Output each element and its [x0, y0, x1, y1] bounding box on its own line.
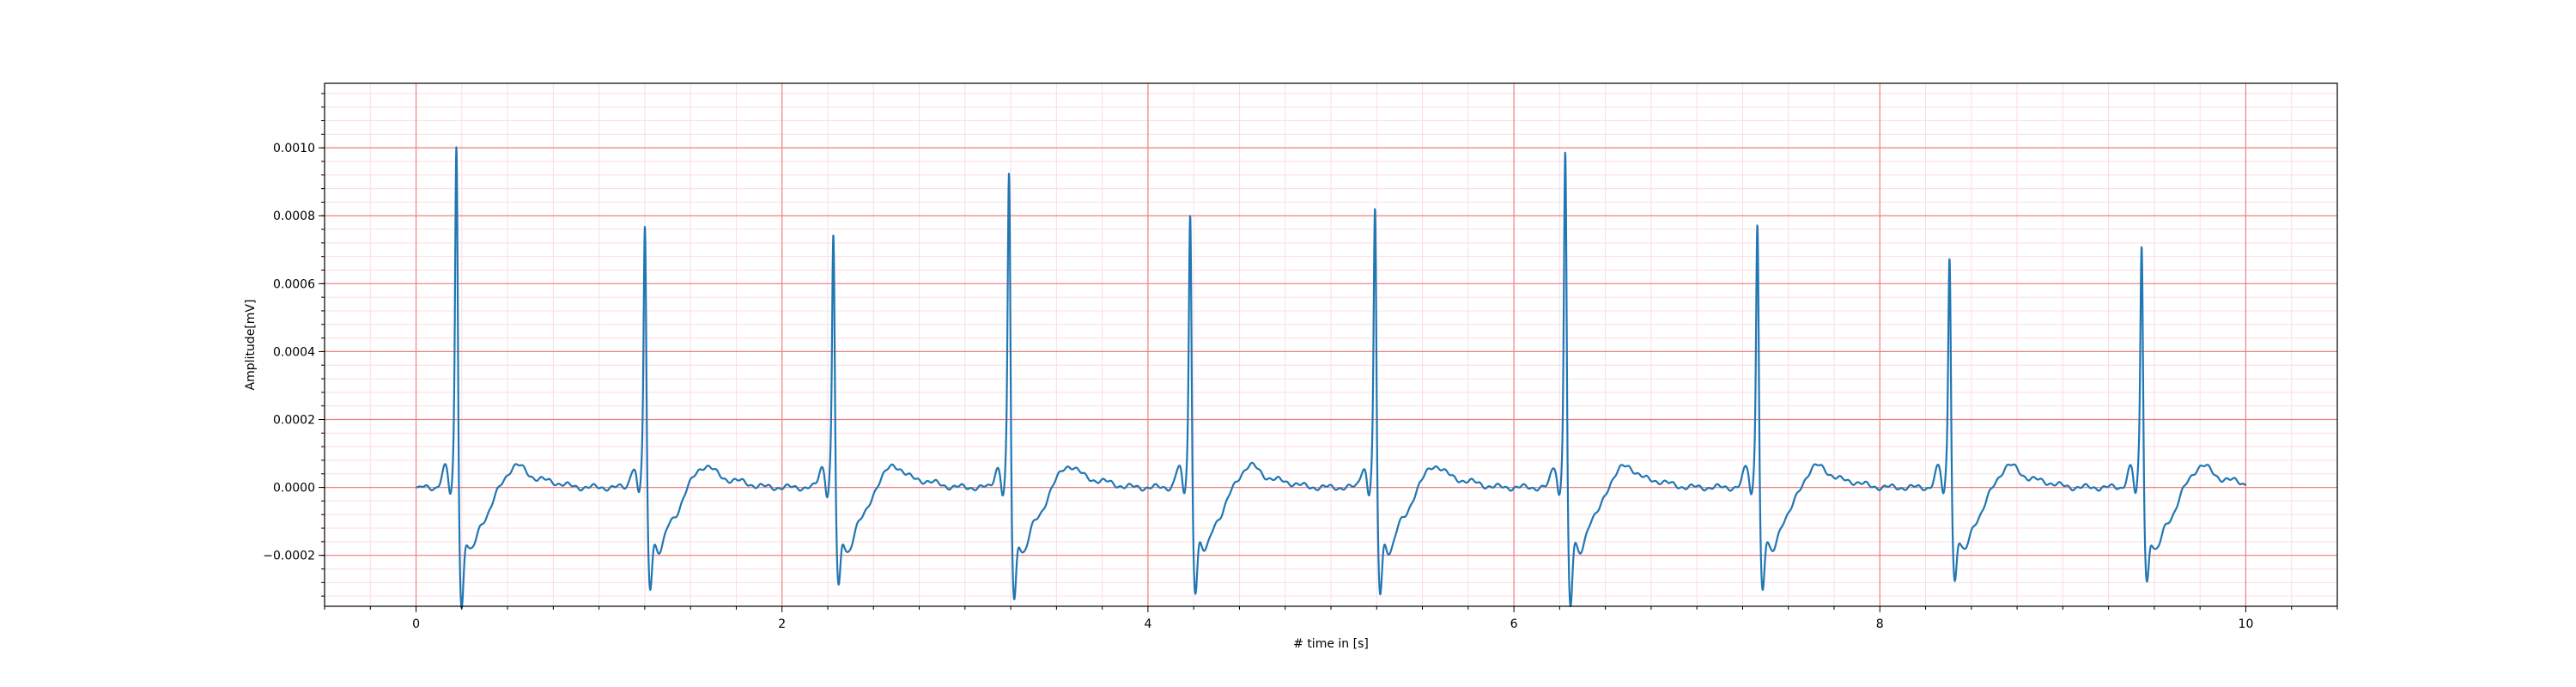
y-tick-label: 0.0008 — [273, 210, 315, 223]
major-grid — [325, 83, 2337, 606]
x-axis-label: # time in [s] — [1293, 637, 1369, 651]
x-tick-label: 6 — [1510, 617, 1518, 631]
ecg-series-line — [415, 146, 2247, 609]
series-layer — [415, 146, 2247, 609]
x-tick-label: 10 — [2239, 617, 2254, 631]
y-axis-label: Amplitude[mV] — [244, 300, 258, 391]
x-tick-label: 4 — [1144, 617, 1151, 631]
y-tick-label: 0.0002 — [273, 414, 315, 428]
y-tick-label: 0.0010 — [273, 142, 315, 155]
x-axis: 0 2 4 6 8 10 — [324, 606, 2338, 631]
y-tick-label: 0.0000 — [273, 482, 315, 495]
y-tick-label: 0.0004 — [273, 345, 315, 359]
x-tick-label: 2 — [778, 617, 786, 631]
y-tick-label: −0.0002 — [263, 550, 315, 563]
minor-grid — [324, 83, 2338, 606]
x-tick-label: 8 — [1876, 617, 1884, 631]
y-tick-label: 0.0006 — [273, 277, 315, 291]
y-axis: −0.0002 0.0000 0.0002 0.0004 0.0006 0.0008 0.0… — [263, 93, 325, 597]
x-tick-label: 0 — [412, 617, 420, 631]
